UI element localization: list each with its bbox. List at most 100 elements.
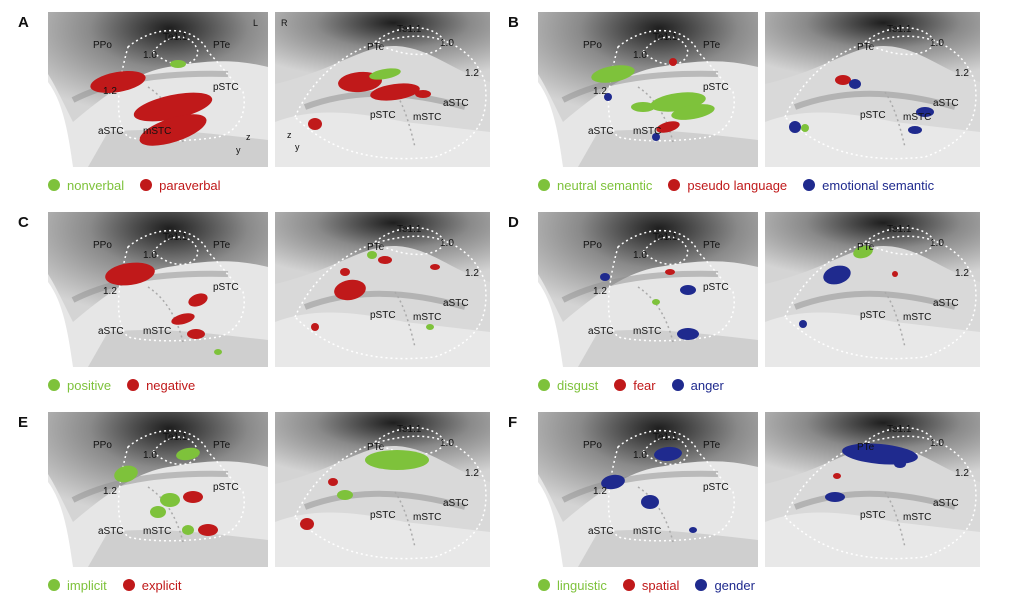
- region-label-astc: aSTC: [588, 326, 614, 337]
- legend-label: spatial: [641, 577, 680, 593]
- activation-cluster: [631, 102, 655, 112]
- activation-cluster: [367, 251, 377, 259]
- region-label-pstc: pSTC: [213, 282, 239, 293]
- region-label-pstc: pSTC: [860, 310, 886, 321]
- region-label-ppo: PPo: [583, 440, 602, 451]
- panel-letter: E: [18, 414, 29, 431]
- left-hemisphere-brain-image: PPo Te1.1 1.0 PTe 1.2 pSTC aSTC mSTC: [538, 12, 758, 167]
- region-label-astc: aSTC: [98, 526, 124, 537]
- region-label-v10: 1.0: [930, 238, 944, 249]
- region-label-mstc: mSTC: [903, 312, 932, 323]
- legend-dot-icon: [122, 579, 135, 591]
- right-hemisphere-brain-image: PTe Te1.1 1.0 1.2 pSTC mSTC aSTC: [765, 12, 980, 167]
- legend-item: nonverbal: [48, 178, 124, 193]
- region-label-astc: aSTC: [98, 326, 124, 337]
- activation-cluster: [415, 90, 431, 98]
- region-label-pstc: pSTC: [213, 82, 239, 93]
- legend-item: fear: [614, 378, 656, 393]
- activation-cluster: [198, 524, 218, 536]
- region-label-astc: aSTC: [98, 126, 124, 137]
- left-hemisphere-brain-image: PPo Te1.1 1.0 PTe 1.2 pSTC aSTC mSTC: [48, 212, 268, 367]
- axis-y-label: y: [295, 142, 300, 152]
- region-label-astc: aSTC: [933, 98, 959, 109]
- legend-item: positive: [48, 378, 111, 393]
- region-label-pstc: pSTC: [370, 110, 396, 121]
- region-label-mstc: mSTC: [413, 112, 442, 123]
- activation-cluster: [680, 285, 696, 295]
- region-label-v12: 1.2: [103, 486, 117, 497]
- region-label-pte: PTe: [213, 40, 231, 51]
- activation-cluster: [591, 65, 635, 83]
- activation-cluster: [641, 495, 659, 509]
- legend-item: anger: [671, 377, 724, 393]
- activation-cluster: [853, 245, 873, 259]
- legend-label: anger: [690, 377, 724, 393]
- region-label-astc: aSTC: [588, 526, 614, 537]
- region-label-pte: PTe: [367, 442, 385, 453]
- legend-label: disgust: [557, 377, 599, 393]
- activation-cluster: [801, 124, 809, 132]
- region-label-pte: PTe: [213, 240, 231, 251]
- activation-cluster: [133, 92, 213, 122]
- region-label-pstc: pSTC: [703, 82, 729, 93]
- region-label-mstc: mSTC: [143, 126, 172, 137]
- region-label-v10: 1.0: [143, 50, 157, 61]
- legend-dot-icon: [622, 579, 635, 591]
- activation-cluster: [365, 450, 429, 470]
- legend-dot-icon: [671, 379, 684, 391]
- legend-item: disgust: [538, 378, 598, 393]
- region-label-pte: PTe: [857, 442, 875, 453]
- legend-dot-icon: [48, 379, 60, 391]
- panel-legend: nonverbal paraverbal: [48, 175, 237, 195]
- left-hemisphere-brain-image: PPo Te1.1 1.0 PTe 1.2 pSTC aSTC mSTC: [48, 412, 268, 567]
- activation-cluster: [908, 126, 922, 134]
- region-label-v12: 1.2: [103, 86, 117, 97]
- activation-cluster: [308, 118, 322, 130]
- region-label-mstc: mSTC: [903, 112, 932, 123]
- legend-item: pseudo language: [668, 178, 787, 193]
- activation-cluster: [430, 264, 440, 270]
- legend-label: explicit: [141, 577, 182, 593]
- legend-item: gender: [695, 578, 755, 593]
- region-label-ppo: PPo: [583, 240, 602, 251]
- region-label-pstc: pSTC: [860, 110, 886, 121]
- region-label-mstc: mSTC: [903, 512, 932, 523]
- panel-legend: neutral semantic pseudo language emotional…: [538, 175, 950, 195]
- region-label-pstc: pSTC: [703, 482, 729, 493]
- activation-cluster: [671, 104, 715, 120]
- activation-cluster: [378, 256, 392, 264]
- legend-dot-icon: [48, 179, 60, 191]
- activation-cluster: [665, 269, 675, 275]
- region-label-ppo: PPo: [93, 440, 112, 451]
- panel-letter: F: [508, 414, 518, 431]
- region-label-te11: Te1.1: [163, 432, 188, 443]
- legend-label: positive: [67, 377, 112, 393]
- activation-cluster: [833, 473, 841, 479]
- region-label-ppo: PPo: [93, 40, 112, 51]
- region-label-te11: Te1.1: [887, 224, 912, 235]
- region-label-te11: Te1.1: [397, 424, 422, 435]
- region-label-mstc: mSTC: [633, 126, 662, 137]
- legend-item: emotional semantic: [803, 178, 934, 193]
- region-label-pte: PTe: [857, 242, 875, 253]
- activation-cluster: [183, 491, 203, 503]
- region-label-v12: 1.2: [593, 486, 607, 497]
- panel-letter: D: [508, 214, 519, 231]
- activation-cluster: [160, 493, 180, 507]
- region-label-pte: PTe: [703, 40, 721, 51]
- panel-legend: disgust fear anger: [538, 375, 740, 395]
- activation-cluster: [337, 490, 353, 500]
- axis-z-label: z: [246, 132, 251, 142]
- region-label-pstc: pSTC: [703, 282, 729, 293]
- activation-cluster: [892, 271, 898, 277]
- legend-dot-icon: [668, 179, 681, 191]
- region-label-mstc: mSTC: [143, 326, 172, 337]
- left-hemisphere-brain-image: PPo Te1.1 1.0 PTe 1.2 pSTC aSTC mSTC: [538, 412, 758, 567]
- region-label-pte: PTe: [703, 240, 721, 251]
- activation-cluster: [601, 474, 625, 490]
- legend-dot-icon: [538, 179, 550, 191]
- region-label-v12: 1.2: [465, 468, 479, 479]
- legend-item: paraverbal: [140, 178, 221, 193]
